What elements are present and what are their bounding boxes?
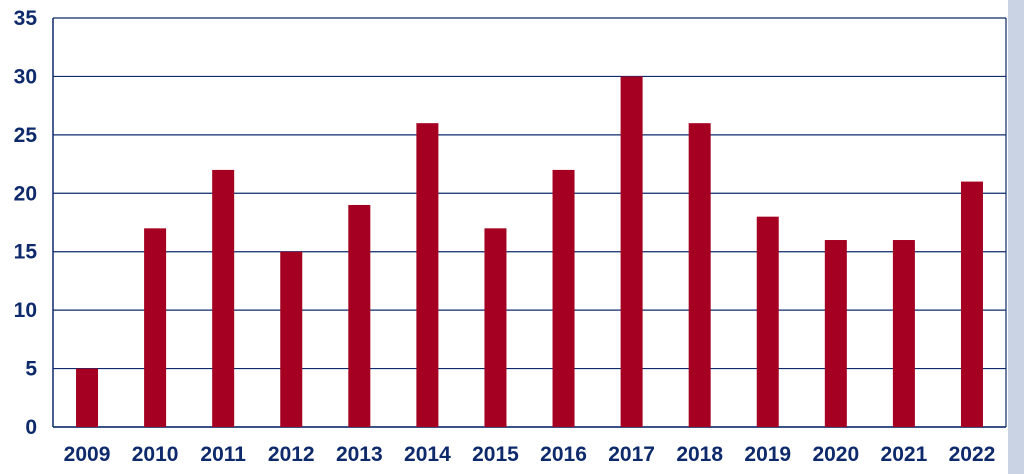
x-tick-label: 2013	[336, 443, 383, 466]
x-tick-label: 2014	[404, 443, 451, 466]
y-tick-label: 25	[14, 124, 38, 147]
y-tick-label: 10	[14, 299, 37, 322]
y-tick-label: 20	[14, 182, 37, 205]
bar-2013	[348, 204, 371, 427]
x-tick-label: 2011	[200, 443, 246, 466]
bar-2012	[280, 251, 303, 427]
bar-2009	[76, 368, 99, 427]
bar-2016	[552, 169, 575, 427]
plot-frame	[52, 18, 1007, 428]
x-tick-label: 2015	[472, 443, 519, 466]
x-tick-label: 2019	[744, 443, 791, 466]
y-tick-label: 15	[14, 241, 38, 264]
x-tick-label: 2018	[676, 443, 723, 466]
y-tick-label: 30	[14, 65, 37, 88]
x-tick-label: 2020	[812, 443, 859, 466]
bars	[76, 76, 983, 428]
bar-2011	[212, 169, 235, 427]
bar-2015	[484, 228, 507, 427]
right-edge-shade	[1008, 0, 1024, 474]
x-tick-label: 2012	[268, 443, 315, 466]
edge-shade	[1008, 0, 1024, 474]
y-tick-label: 0	[25, 416, 37, 439]
x-tick-label: 2022	[949, 443, 996, 466]
x-tick-label: 2021	[881, 443, 928, 466]
bar-2017	[620, 76, 643, 427]
bar-2014	[416, 123, 439, 428]
x-tick-label: 2016	[540, 443, 587, 466]
y-tick-label: 35	[14, 7, 38, 30]
bar-2021	[892, 240, 915, 427]
x-tick-label: 2010	[132, 443, 179, 466]
x-tick-labels: 2009 2010 2011 2012 2013 2014 2015 2016 2017 2018…	[64, 443, 996, 466]
gridlines	[53, 17, 1006, 428]
y-tick-label: 5	[25, 358, 37, 381]
bar-2019	[756, 216, 779, 427]
y-tick-labels: 0 5 10 15 20 25 30 35	[14, 7, 38, 439]
x-tick-label: 2017	[608, 443, 655, 466]
bar-2020	[824, 240, 847, 427]
bar-2018	[688, 123, 711, 428]
bar-2010	[144, 228, 167, 427]
bar-2022	[960, 181, 983, 427]
x-tick-label: 2009	[64, 443, 111, 466]
